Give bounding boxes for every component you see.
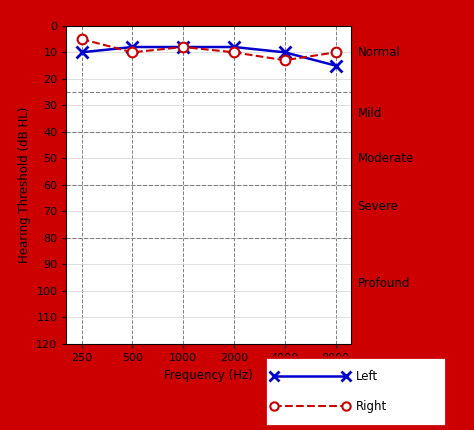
Left [180, 44, 186, 49]
Left [231, 44, 237, 49]
Line: Right: Right [77, 34, 340, 65]
Left [333, 63, 338, 68]
Text: Severe: Severe [358, 200, 399, 212]
Right [180, 44, 186, 49]
Text: Left: Left [356, 370, 378, 383]
Text: Normal: Normal [358, 46, 401, 59]
Text: Moderate: Moderate [358, 152, 414, 165]
Y-axis label: Hearing Threshold (dB HL): Hearing Threshold (dB HL) [18, 107, 31, 263]
Right [129, 50, 135, 55]
Right [282, 58, 288, 63]
Text: Mild: Mild [358, 107, 382, 120]
Right [79, 37, 84, 42]
Text: Profound: Profound [358, 276, 410, 289]
Left [282, 50, 288, 55]
Left [79, 50, 84, 55]
Left [129, 44, 135, 49]
Right [333, 50, 338, 55]
Line: Left: Left [76, 41, 341, 71]
Right [231, 50, 237, 55]
X-axis label: Frequency (Hz): Frequency (Hz) [164, 369, 253, 381]
Text: Right: Right [356, 400, 387, 413]
